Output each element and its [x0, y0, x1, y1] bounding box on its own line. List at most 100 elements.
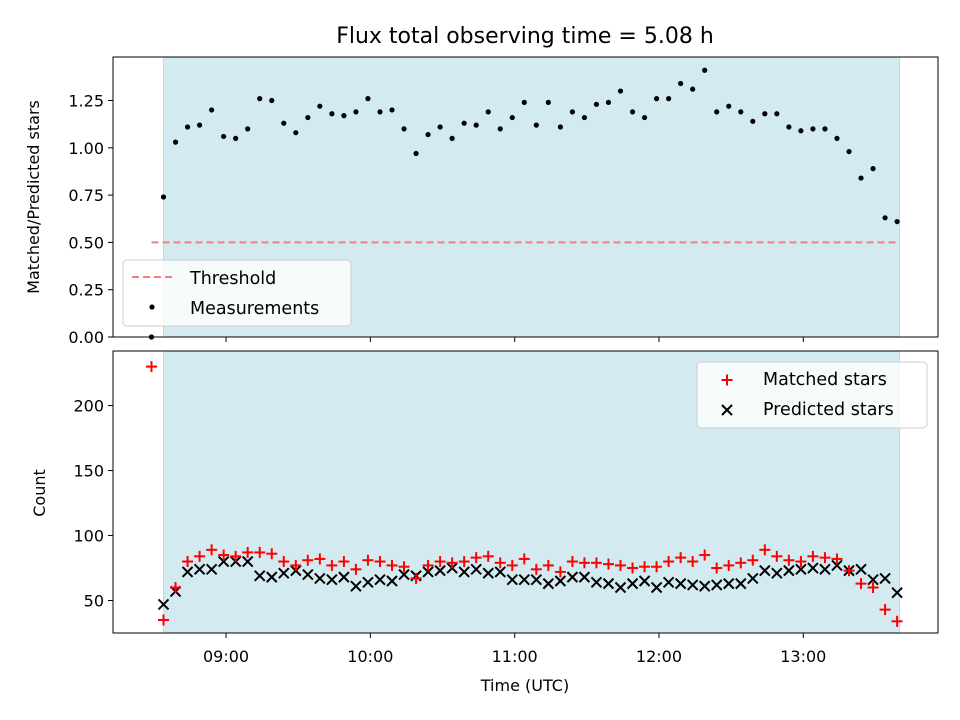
matched-star-point	[182, 556, 194, 568]
predicted-star-point	[458, 566, 470, 578]
predicted-star-point	[855, 563, 867, 576]
matched-star-point	[891, 615, 903, 627]
predicted-star-point	[879, 572, 891, 585]
predicted-star-point	[674, 577, 687, 590]
measurement-point	[413, 150, 419, 157]
matched-star-point	[602, 558, 614, 570]
legend-threshold-label: Threshold	[189, 269, 276, 289]
predicted-star-point	[254, 570, 266, 582]
predicted-star-point	[626, 577, 639, 590]
predicted-star-point	[590, 576, 603, 589]
matched-star-point	[290, 559, 302, 571]
legend-matched-label: Matched stars	[763, 370, 887, 390]
measurement-point	[629, 109, 636, 115]
measurement-point	[341, 113, 347, 119]
predicted-star-point	[338, 571, 350, 583]
matched-star-point	[494, 557, 506, 569]
matched-star-point	[398, 561, 410, 573]
predicted-star-point	[350, 580, 362, 592]
measurement-point	[269, 97, 275, 104]
measurement-point	[509, 114, 515, 121]
predicted-star-point	[566, 571, 579, 583]
predicted-star-point	[867, 574, 879, 586]
predicted-star-point	[398, 568, 410, 581]
measurement-point	[846, 148, 852, 155]
matched-star-point	[855, 578, 867, 590]
matched-star-point	[542, 559, 554, 571]
measurement-point	[293, 130, 299, 136]
top-legend-box	[122, 259, 352, 327]
measurement-point	[353, 109, 359, 115]
predicted-star-point	[181, 566, 194, 578]
measurement-point	[245, 126, 251, 132]
bottom-marks	[145, 361, 903, 627]
measurement-point	[533, 122, 539, 128]
matched-star-point	[242, 546, 254, 558]
measurement-point	[678, 80, 684, 87]
chart-title: Flux total observing time = 5.08 h	[336, 24, 714, 49]
predicted-star-point	[650, 581, 663, 594]
matched-star-point	[735, 557, 747, 569]
top-y-axis: 0.00 0.25 0.50 0.75 1.00 1.25	[68, 92, 113, 347]
measurement-point	[858, 175, 864, 181]
matched-star-point	[230, 550, 242, 562]
predicted-star-point	[783, 564, 795, 577]
measurement-point	[317, 103, 323, 109]
x-tick-label: 09:00	[203, 647, 249, 666]
measurement-point	[221, 133, 227, 140]
matched-star-point	[350, 563, 362, 575]
matched-star-point	[422, 559, 434, 571]
predicted-star-point	[326, 574, 338, 586]
matched-star-point	[278, 556, 290, 568]
matched-star-point	[590, 557, 602, 569]
measurement-point	[329, 111, 335, 117]
top-x-tick-marks	[225, 337, 804, 342]
x-tick-label: 10:00	[347, 647, 393, 666]
measurement-point	[389, 107, 395, 113]
measurement-point	[810, 126, 816, 132]
legend-matched-swatch	[721, 374, 733, 386]
predicted-star-point	[698, 580, 711, 592]
predicted-star-point	[193, 563, 206, 576]
measurement-point	[184, 124, 191, 130]
matched-star-point	[386, 559, 398, 571]
matched-star-point	[158, 614, 170, 626]
bottom-x-axis: 09:00 10:00 11:00 12:00 13:00	[203, 633, 826, 666]
matched-star-point	[326, 559, 338, 571]
matched-star-point	[554, 566, 566, 578]
top-y-tick-label: 1.25	[68, 92, 104, 111]
measurement-point	[281, 120, 287, 126]
legend-measurements-label: Measurements	[190, 299, 319, 319]
measurement-point	[425, 131, 431, 138]
matched-star-point	[687, 556, 699, 568]
measurement-point	[401, 126, 407, 132]
matched-star-point	[699, 549, 711, 561]
measurement-point	[834, 135, 840, 141]
predicted-star-point	[662, 576, 675, 589]
predicted-star-point	[759, 564, 771, 577]
measurement-point	[160, 194, 167, 200]
measurement-point	[702, 67, 708, 73]
top-y-tick-label: 0.00	[68, 328, 104, 347]
matched-star-point	[566, 556, 578, 568]
predicted-star-point	[723, 577, 735, 590]
measurement-point	[882, 215, 888, 221]
matched-star-point	[410, 572, 422, 584]
matched-star-point	[783, 554, 795, 566]
legend-measurements-swatch	[149, 304, 155, 310]
matched-star-point	[254, 546, 266, 558]
measurement-point	[365, 96, 371, 102]
measurement-point	[257, 96, 263, 102]
measurement-point	[497, 126, 503, 132]
measurement-point	[605, 99, 612, 106]
matched-star-point	[374, 556, 386, 568]
matched-star-point	[615, 559, 627, 571]
measurement-point	[209, 107, 215, 113]
top-panel: 0.00 0.25 0.50 0.75 1.00 1.25 Matched/Predict…	[24, 56, 939, 347]
predicted-star-point	[374, 574, 386, 586]
measurement-point	[714, 109, 720, 115]
measurement-point	[437, 124, 443, 130]
predicted-star-point	[747, 572, 759, 585]
matched-star-point	[651, 561, 663, 573]
